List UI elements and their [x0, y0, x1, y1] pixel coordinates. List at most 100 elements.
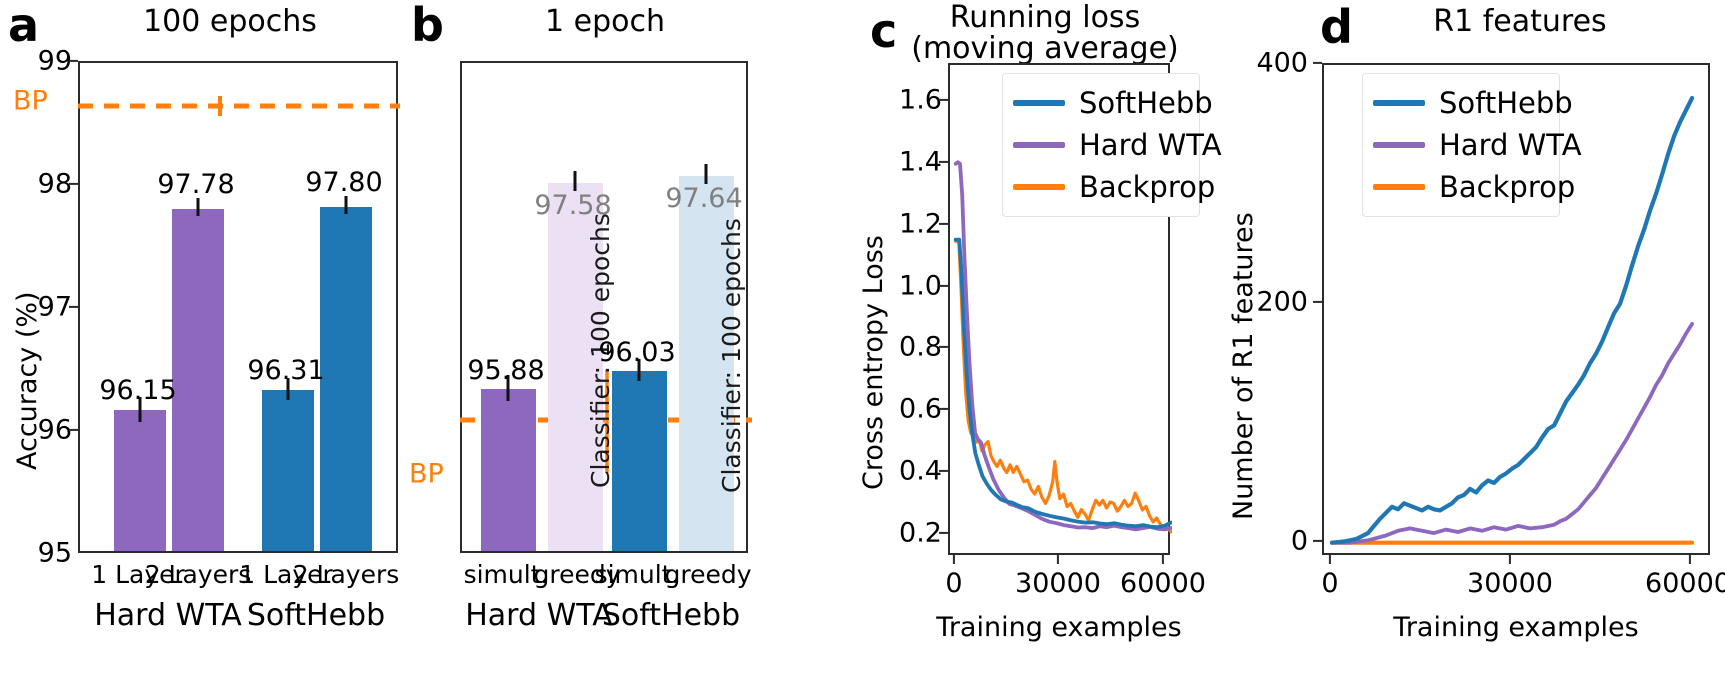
legend-item-softhebb[interactable]: SoftHebb [1373, 82, 1573, 124]
legend-item-hardwta[interactable]: Hard WTA [1373, 124, 1582, 166]
legend-swatch-backprop [1013, 184, 1065, 190]
panel-d-xtick-0: 0 [1321, 568, 1339, 599]
bar-hardwta-simult [481, 389, 536, 551]
errorbar-hardwta-2layers [196, 198, 200, 216]
panel-c-plot [953, 160, 1172, 534]
panel-c-xlabel: Training examples [936, 612, 1182, 643]
bar-inner-label-softhebb-greedy: Classifier: 100 epochs [717, 218, 746, 493]
panel-c-ytick-0.4: 0.4 [899, 455, 942, 487]
panel-b: b 1 epoch BP Classifier: 100 epochs Clas… [405, 0, 780, 690]
value-hardwta-2layers: 97.78 [157, 169, 235, 200]
panel-c-ytick-1.4: 1.4 [899, 146, 942, 178]
panel-a-ytick-99: 99 [37, 45, 72, 77]
panel-c-ytick-0.6: 0.6 [899, 393, 942, 425]
legend-item-backprop[interactable]: Backprop [1373, 166, 1575, 208]
errorbar-hardwta-simult [506, 375, 510, 401]
panel-a-xtick-2: 1 Layer [239, 560, 333, 589]
panel-c-title-line1: Running loss [949, 0, 1141, 35]
panel-a-group-softhebb: SoftHebb [246, 598, 386, 633]
panel-a-group-hardwta: Hard WTA [94, 598, 242, 633]
panel-c-axes: SoftHebb Hard WTA Backprop [948, 63, 1222, 555]
panel-c-tickmark-1.0 [939, 284, 948, 288]
panel-d-tickmark-200 [1313, 300, 1322, 304]
panel-c-xtick-0: 0 [945, 568, 963, 599]
panel-a-tickmark-99 [69, 59, 78, 63]
value-softhebb-greedy: 97.64 [665, 183, 743, 214]
panel-b-xtick-0: simult. [463, 560, 549, 589]
panel-a-bp-label: BP [13, 85, 48, 117]
legend-item-softhebb[interactable]: SoftHebb [1013, 82, 1213, 124]
legend-swatch-backprop [1373, 184, 1425, 190]
panel-b-group-softhebb: SoftHebb [601, 598, 741, 633]
panel-d-xtickmark-0 [1328, 555, 1332, 564]
panel-a-xtick-0: 1 Layer [91, 560, 185, 589]
panel-c-ytick-1.2: 1.2 [899, 208, 942, 240]
panel-d-letter: d [1320, 0, 1353, 54]
legend-swatch-softhebb [1013, 100, 1065, 106]
panel-c-ytick-1.6: 1.6 [899, 84, 942, 116]
panel-d-ylabel: Number of R1 features [1228, 212, 1259, 520]
panel-b-bp-label: BP [409, 458, 444, 490]
series-hardwta-line [953, 160, 1172, 532]
errorbar-softhebb-simult [637, 359, 641, 381]
value-softhebb-2layers: 97.80 [305, 167, 383, 198]
legend-label-backprop: Backprop [1079, 169, 1216, 204]
panel-c-tickmark-0.2 [939, 531, 948, 535]
legend-swatch-hardwta [1013, 142, 1065, 148]
bar-softhebb-greedy [679, 176, 734, 551]
panel-a-axes [78, 61, 400, 553]
panel-a-ytick-95: 95 [37, 537, 72, 569]
panel-d-xtick-30000: 30000 [1467, 568, 1553, 599]
panel-a-xtick-3: 2 Layers [292, 560, 400, 589]
panel-c-tickmark-1.4 [939, 160, 948, 164]
legend-label-softhebb: SoftHebb [1439, 85, 1573, 120]
legend-label-hardwta: Hard WTA [1439, 127, 1582, 162]
panel-c-ytick-0.2: 0.2 [899, 517, 942, 549]
legend-swatch-softhebb [1373, 100, 1425, 106]
errorbar-hardwta-1layer [138, 397, 142, 422]
bar-hardwta-greedy [548, 183, 603, 551]
panel-b-title: 1 epoch [545, 4, 665, 39]
legend-item-hardwta[interactable]: Hard WTA [1013, 124, 1222, 166]
value-hardwta-simult: 95.88 [467, 355, 545, 386]
panel-b-group-hardwta: Hard WTA [465, 598, 613, 633]
panel-d: d R1 features Number of R1 features 0 20… [1180, 0, 1725, 690]
panel-a-ytick-97: 97 [37, 291, 72, 323]
legend-item-backprop[interactable]: Backprop [1013, 166, 1215, 208]
panel-d-axes: SoftHebb Hard WTA Backprop [1322, 63, 1710, 555]
errorbar-softhebb-2layers [344, 196, 348, 214]
panel-c-letter: c [870, 4, 898, 58]
panel-a-tickmark-98 [69, 182, 78, 186]
panel-c-ytick-1.0: 1.0 [899, 270, 942, 302]
panel-c-xtickmark-0 [952, 555, 956, 564]
bar-softhebb-2layers [320, 207, 372, 551]
panel-c: c Running loss (moving average) Cross en… [780, 0, 1222, 690]
value-softhebb-simult: 96.03 [598, 337, 676, 368]
panel-a-title: 100 epochs [143, 4, 317, 39]
panel-c-legend: SoftHebb Hard WTA Backprop [1002, 73, 1222, 217]
panel-b-xtick-1: greedy [533, 560, 621, 589]
bar-softhebb-1layer [262, 390, 314, 551]
panel-b-xtick-3: greedy [664, 560, 752, 589]
panel-c-xtickmark-60000 [1161, 555, 1165, 564]
panel-d-tickmark-0 [1313, 539, 1322, 543]
bar-hardwta-1layer [114, 410, 166, 551]
legend-label-backprop: Backprop [1439, 169, 1576, 204]
panel-c-xtickmark-30000 [1056, 555, 1060, 564]
panel-c-xtick-60000: 60000 [1120, 568, 1206, 599]
value-hardwta-greedy: 97.58 [534, 190, 612, 221]
series-softhebb-line [1329, 95, 1695, 545]
panel-b-letter: b [411, 0, 444, 52]
value-softhebb-1layer: 96.31 [247, 355, 325, 386]
panel-a-ytick-98: 98 [37, 168, 72, 200]
panel-c-tickmark-0.6 [939, 407, 948, 411]
panel-d-legend: SoftHebb Hard WTA Backprop [1362, 73, 1582, 217]
panel-b-axes: Classifier: 100 epochs Classifier: 100 e… [460, 61, 752, 553]
legend-swatch-hardwta [1373, 142, 1425, 148]
panel-a-tickmark-97 [69, 305, 78, 309]
panel-d-xtickmark-60000 [1688, 555, 1692, 564]
panel-c-title-line2: (moving average) [911, 31, 1179, 66]
value-hardwta-1layer: 96.15 [99, 375, 177, 406]
panel-b-xtick-2: simult. [594, 560, 680, 589]
panel-a-tickmark-96 [69, 428, 78, 432]
